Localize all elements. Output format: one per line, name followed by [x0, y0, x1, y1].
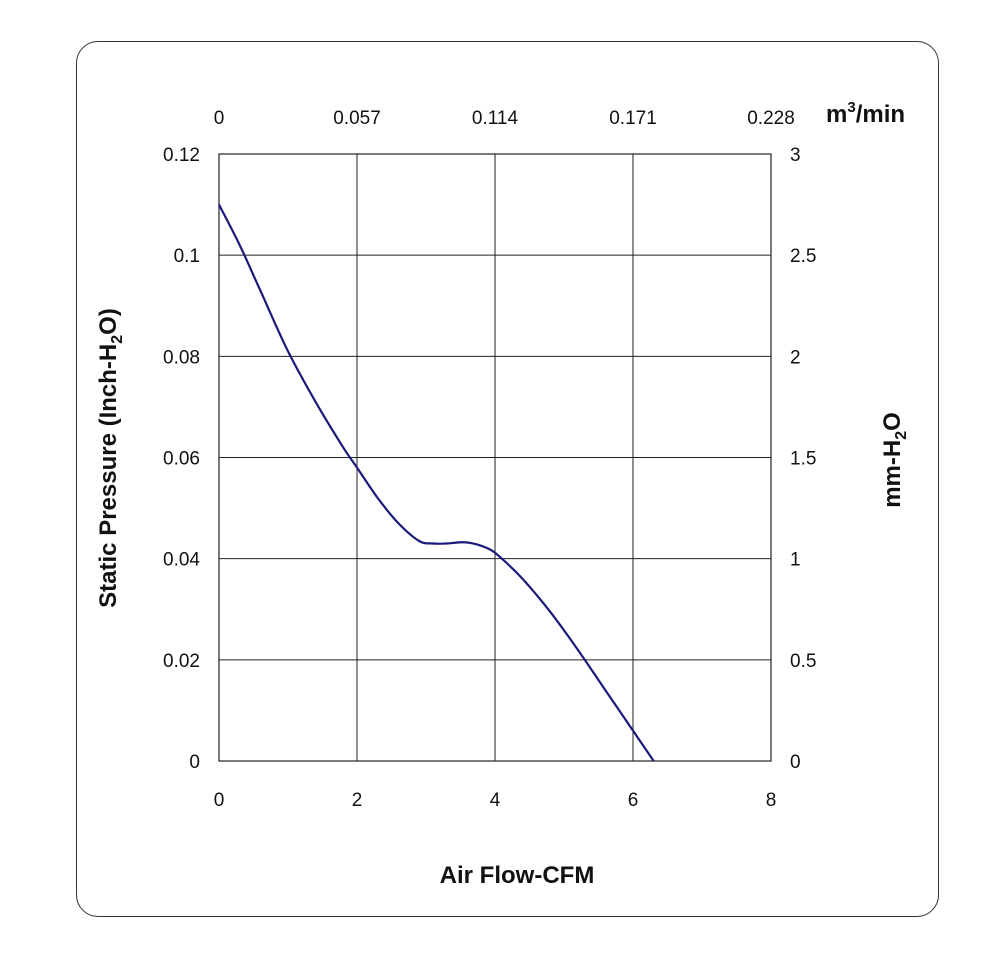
y-tick-label: 0.1 [174, 246, 200, 267]
x2-tick-label: 0.057 [333, 108, 381, 129]
x2-axis-title: m3/min [826, 99, 905, 128]
y-axis-title-main: Static Pressure (Inch-H [95, 344, 122, 608]
y-axis-title-tail: O) [95, 308, 122, 335]
y2-axis-title-tail: O [879, 412, 906, 431]
plot-area-border [218, 153, 772, 762]
y2-tick-label: 2.5 [790, 246, 816, 267]
y2-tick-label: 1 [790, 550, 801, 571]
y-tick-label: 0.12 [163, 145, 200, 166]
y2-tick-label: 0 [790, 752, 801, 773]
y-tick-label: 0.02 [163, 651, 200, 672]
x2-axis-title-superscript: 3 [847, 99, 855, 116]
x2-tick-label: 0.114 [472, 108, 519, 129]
y-tick-label: 0.04 [163, 550, 200, 571]
y-axis-title-subscript: 2 [109, 335, 126, 344]
y2-tick-label: 0.5 [790, 651, 816, 672]
x2-axis-title-tail: /min [856, 101, 905, 128]
x2-axis-title-main: m [826, 101, 847, 128]
y-axis-title: Static Pressure (Inch-H2O) [95, 308, 126, 608]
y-tick-label: 0 [189, 752, 200, 773]
x-axis-title: Air Flow-CFM [440, 862, 595, 889]
y-tick-label: 0.06 [163, 449, 200, 470]
x2-tick-label: 0 [214, 108, 225, 129]
x2-tick-label: 0.228 [747, 108, 795, 129]
chart-frame [76, 41, 939, 917]
y2-axis-title: mm-H2O [879, 412, 910, 508]
y2-tick-label: 3 [790, 145, 801, 166]
grid-lines [219, 154, 771, 761]
x-tick-label: 8 [766, 790, 777, 811]
x-tick-label: 0 [214, 790, 225, 811]
y2-axis-title-subscript: 2 [893, 431, 910, 440]
y2-axis-title-main: mm-H [879, 440, 906, 508]
x-tick-label: 4 [490, 790, 501, 811]
pressure-flow-curve [218, 204, 655, 762]
x-tick-label: 2 [352, 790, 363, 811]
y2-tick-label: 1.5 [790, 449, 816, 470]
x-tick-label: 6 [628, 790, 639, 811]
y2-tick-label: 2 [790, 347, 801, 368]
y-tick-label: 0.08 [163, 347, 200, 368]
x2-tick-label: 0.171 [609, 108, 657, 129]
